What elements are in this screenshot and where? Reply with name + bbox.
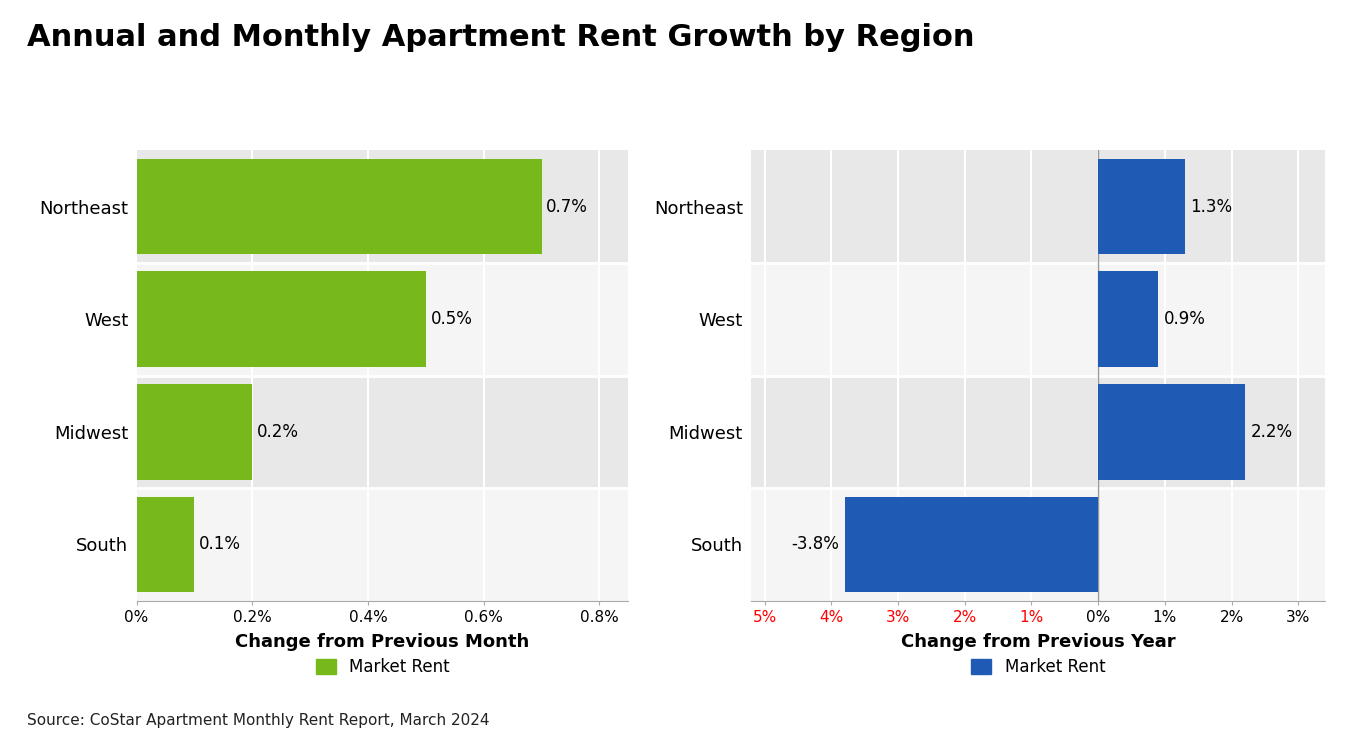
Bar xyxy=(1098,384,1244,480)
Bar xyxy=(751,150,1325,263)
Bar xyxy=(137,150,628,263)
Text: 0.9%: 0.9% xyxy=(1164,310,1205,328)
Text: 0.7%: 0.7% xyxy=(546,198,589,216)
Bar xyxy=(137,158,541,255)
Bar xyxy=(751,263,1325,376)
Text: 0.2%: 0.2% xyxy=(257,423,299,441)
Bar xyxy=(137,271,426,367)
Bar xyxy=(137,376,628,488)
Bar xyxy=(1098,158,1184,255)
Bar xyxy=(751,488,1325,601)
Bar xyxy=(137,488,628,601)
Bar xyxy=(1098,271,1158,367)
Text: 2.2%: 2.2% xyxy=(1250,423,1292,441)
Bar xyxy=(137,263,628,376)
X-axis label: Change from Previous Year: Change from Previous Year xyxy=(900,633,1176,651)
Text: -3.8%: -3.8% xyxy=(791,535,839,553)
Legend: Market Rent: Market Rent xyxy=(964,651,1112,683)
Legend: Market Rent: Market Rent xyxy=(309,651,456,683)
Bar xyxy=(844,496,1098,593)
Bar xyxy=(751,376,1325,488)
Text: 1.3%: 1.3% xyxy=(1190,198,1232,216)
Text: Source: CoStar Apartment Monthly Rent Report, March 2024: Source: CoStar Apartment Monthly Rent Re… xyxy=(27,713,490,728)
X-axis label: Change from Previous Month: Change from Previous Month xyxy=(235,633,530,651)
Text: 0.5%: 0.5% xyxy=(430,310,473,328)
Text: Annual and Monthly Apartment Rent Growth by Region: Annual and Monthly Apartment Rent Growth… xyxy=(27,23,975,52)
Bar xyxy=(137,384,253,480)
Bar xyxy=(137,496,194,593)
Text: 0.1%: 0.1% xyxy=(199,535,240,553)
